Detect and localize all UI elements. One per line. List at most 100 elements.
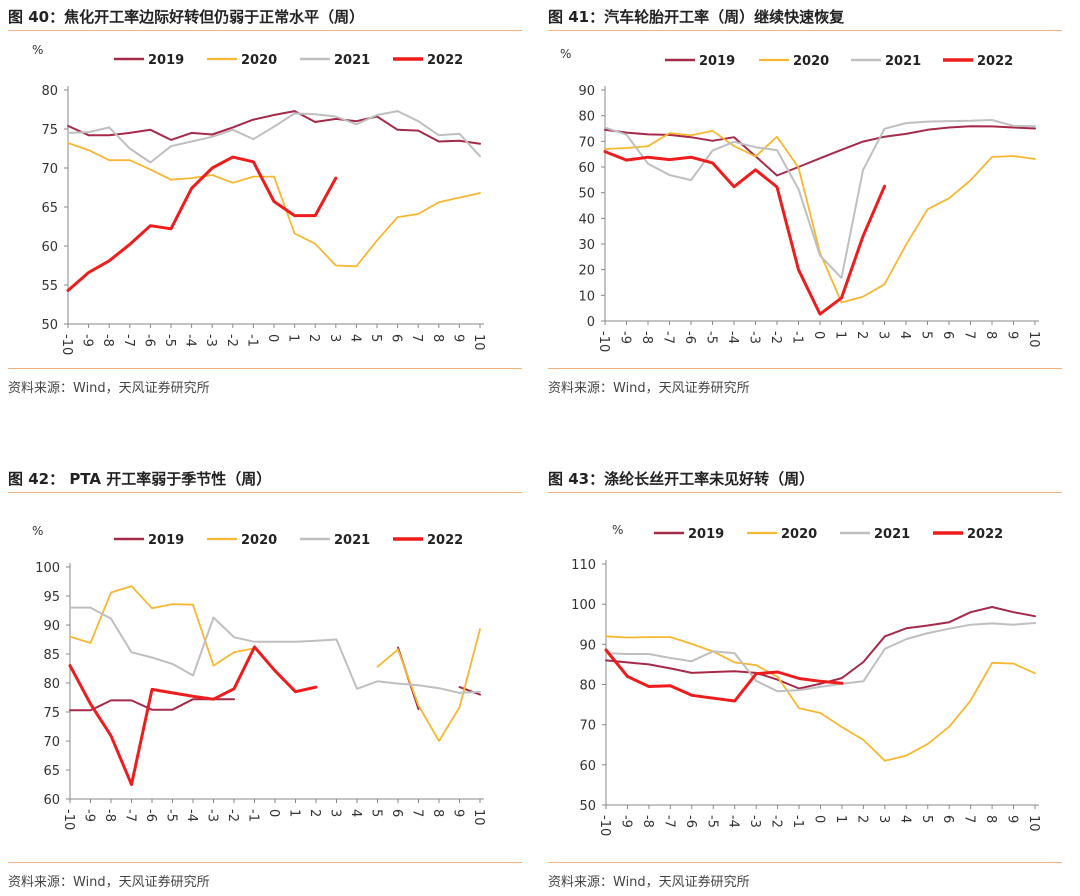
chart-title: 图 41：汽车轮胎开工率（周）继续快速恢复 xyxy=(548,4,1062,31)
chart-source: 资料来源：Wind，天风证券研究所 xyxy=(8,368,522,396)
x-tick-label: -4 xyxy=(183,334,198,347)
y-tick-label: 75 xyxy=(43,706,60,721)
chart-title: 图 42： PTA 开工率弱于季节性（周） xyxy=(8,466,522,493)
y-unit-label: % xyxy=(32,524,43,538)
x-tick-label: 7 xyxy=(962,331,977,339)
x-tick-label: -5 xyxy=(162,334,177,347)
x-tick-label: -8 xyxy=(100,334,115,347)
series-line-2021 xyxy=(605,622,1036,693)
x-tick-label: 5 xyxy=(919,815,934,823)
x-tick-label: -6 xyxy=(143,809,158,822)
x-tick-label: 6 xyxy=(940,331,955,339)
legend-label-2019: 2019 xyxy=(688,527,724,542)
x-tick-label: 8 xyxy=(430,334,445,342)
x-tick-label: 10 xyxy=(1026,815,1041,832)
series-line-2021 xyxy=(67,110,481,164)
x-tick-label: 4 xyxy=(897,331,912,339)
x-tick-label: 3 xyxy=(327,334,342,342)
x-tick-label: 5 xyxy=(368,334,383,342)
x-tick-label: 10 xyxy=(471,809,486,826)
x-tick-label: -8 xyxy=(640,815,655,828)
x-tick-label: -10 xyxy=(597,815,612,836)
x-tick-label: -4 xyxy=(725,331,740,344)
y-tick-label: 90 xyxy=(578,84,595,99)
series-line-2022 xyxy=(604,648,844,703)
x-tick-label: -2 xyxy=(224,334,239,347)
x-tick-label: 2 xyxy=(854,815,869,823)
x-tick-label: 10 xyxy=(471,334,486,351)
y-tick-label: 70 xyxy=(579,719,596,734)
x-tick-label: 5 xyxy=(919,331,934,339)
y-unit-label: % xyxy=(612,523,623,537)
y-tick-label: 110 xyxy=(571,558,596,573)
y-tick-label: 10 xyxy=(578,289,595,304)
y-tick-label: 50 xyxy=(579,799,596,814)
x-tick-label: -2 xyxy=(768,331,783,344)
series-line-2019 xyxy=(458,686,481,696)
legend-label-2019: 2019 xyxy=(148,533,184,548)
y-tick-label: 40 xyxy=(578,212,595,227)
legend-label-2022: 2022 xyxy=(427,533,463,548)
x-tick-label: 5 xyxy=(369,809,384,817)
x-tick-label: -9 xyxy=(618,815,633,828)
legend-label-2019: 2019 xyxy=(148,53,184,68)
x-tick-label: 9 xyxy=(1005,331,1020,339)
y-tick-label: 85 xyxy=(43,648,60,663)
x-tick-label: -3 xyxy=(205,809,220,822)
x-tick-label: -1 xyxy=(244,334,259,347)
y-tick-label: 80 xyxy=(43,677,60,692)
y-tick-label: 70 xyxy=(43,735,60,750)
x-tick-label: 2 xyxy=(854,331,869,339)
x-tick-label: -3 xyxy=(203,334,218,347)
series-line-2019 xyxy=(604,125,1036,177)
series-line-2022 xyxy=(68,645,318,786)
x-tick-label: 1 xyxy=(833,815,848,823)
y-tick-label: 20 xyxy=(578,264,595,279)
x-tick-label: 3 xyxy=(328,809,343,817)
x-tick-label: 2 xyxy=(306,334,321,342)
x-tick-label: -6 xyxy=(682,331,697,344)
y-tick-label: 60 xyxy=(579,759,596,774)
legend-label-2021: 2021 xyxy=(874,527,910,542)
x-tick-label: -5 xyxy=(164,809,179,822)
x-tick-label: 6 xyxy=(389,334,404,342)
x-tick-label: -9 xyxy=(82,809,97,822)
chart-panel-41: 图 41：汽车轮胎开工率（周）继续快速恢复 % 0 10 20 30 40 50 60 70 80… xyxy=(548,4,1062,396)
x-tick-label: 4 xyxy=(897,815,912,823)
y-tick-label: 80 xyxy=(578,110,595,125)
legend-label-2019: 2019 xyxy=(699,54,735,69)
series-line-2019 xyxy=(605,606,1036,690)
y-tick-label: 60 xyxy=(41,240,58,255)
legend-label-2020: 2020 xyxy=(793,54,829,69)
x-tick-label: -7 xyxy=(661,815,676,828)
x-tick-label: 10 xyxy=(1026,331,1041,348)
x-tick-label: 2 xyxy=(307,809,322,817)
x-tick-label: -8 xyxy=(639,331,654,344)
y-tick-label: 0 xyxy=(587,315,595,330)
x-tick-label: 7 xyxy=(409,334,424,342)
x-tick-label: 4 xyxy=(348,809,363,817)
x-tick-label: 6 xyxy=(940,815,955,823)
legend-label-2020: 2020 xyxy=(781,527,817,542)
y-tick-label: 50 xyxy=(578,187,595,202)
y-tick-label: 60 xyxy=(43,793,60,808)
x-tick-label: -10 xyxy=(61,809,76,830)
x-tick-label: 9 xyxy=(451,809,466,817)
x-tick-label: 4 xyxy=(347,334,362,342)
x-tick-label: -7 xyxy=(121,334,136,347)
legend-label-2020: 2020 xyxy=(241,533,277,548)
x-tick-label: 0 xyxy=(811,331,826,339)
x-tick-label: -9 xyxy=(80,334,95,347)
x-tick-label: -4 xyxy=(726,815,741,828)
x-tick-label: 3 xyxy=(876,815,891,823)
legend-label-2022: 2022 xyxy=(967,527,1003,542)
y-tick-label: 50 xyxy=(41,318,58,333)
x-tick-label: -2 xyxy=(225,809,240,822)
x-tick-label: 1 xyxy=(286,334,301,342)
x-tick-label: 6 xyxy=(389,809,404,817)
chart-panel-40: 图 40：焦化开工率边际好转但仍弱于正常水平（周） % 50 55 60 65 70 75 8… xyxy=(8,4,522,396)
x-tick-label: 0 xyxy=(266,809,281,817)
